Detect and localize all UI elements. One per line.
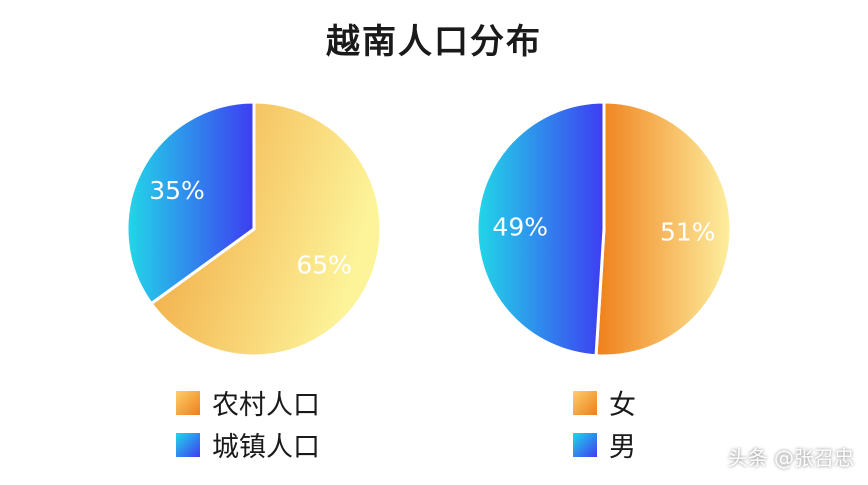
- watermark: 头条 @张召忠: [727, 446, 854, 470]
- legend-swatch-orange: [573, 390, 597, 415]
- pie-rural-urban: 65% 35%: [125, 100, 383, 358]
- pie-data-label: 65%: [296, 251, 352, 280]
- legend-item-male: 男: [573, 425, 636, 464]
- pie-data-label: 35%: [149, 176, 205, 205]
- legend-swatch-blue: [573, 432, 597, 457]
- pie-slice-blue: [125, 100, 256, 306]
- legend-label: 农村人口: [212, 390, 320, 421]
- legend-swatch-orange: [176, 390, 200, 415]
- pie-data-label: 51%: [660, 218, 716, 247]
- legend-label: 女: [609, 390, 636, 421]
- legend-item-female: 女: [573, 383, 636, 422]
- pie-data-label: 49%: [492, 212, 548, 241]
- pie-slice-blue: [475, 100, 606, 358]
- pie-slice-orange: [594, 100, 733, 358]
- chart-title: 越南人口分布: [326, 22, 542, 62]
- legend-label: 男: [609, 432, 636, 463]
- legend-item-urban: 城镇人口: [176, 425, 320, 464]
- pie-gender: 51% 49%: [475, 100, 733, 358]
- legend-item-rural: 农村人口: [176, 383, 320, 422]
- legend-swatch-blue: [176, 432, 200, 457]
- legend-label: 城镇人口: [212, 432, 320, 463]
- pie-slice-orange: [149, 100, 383, 358]
